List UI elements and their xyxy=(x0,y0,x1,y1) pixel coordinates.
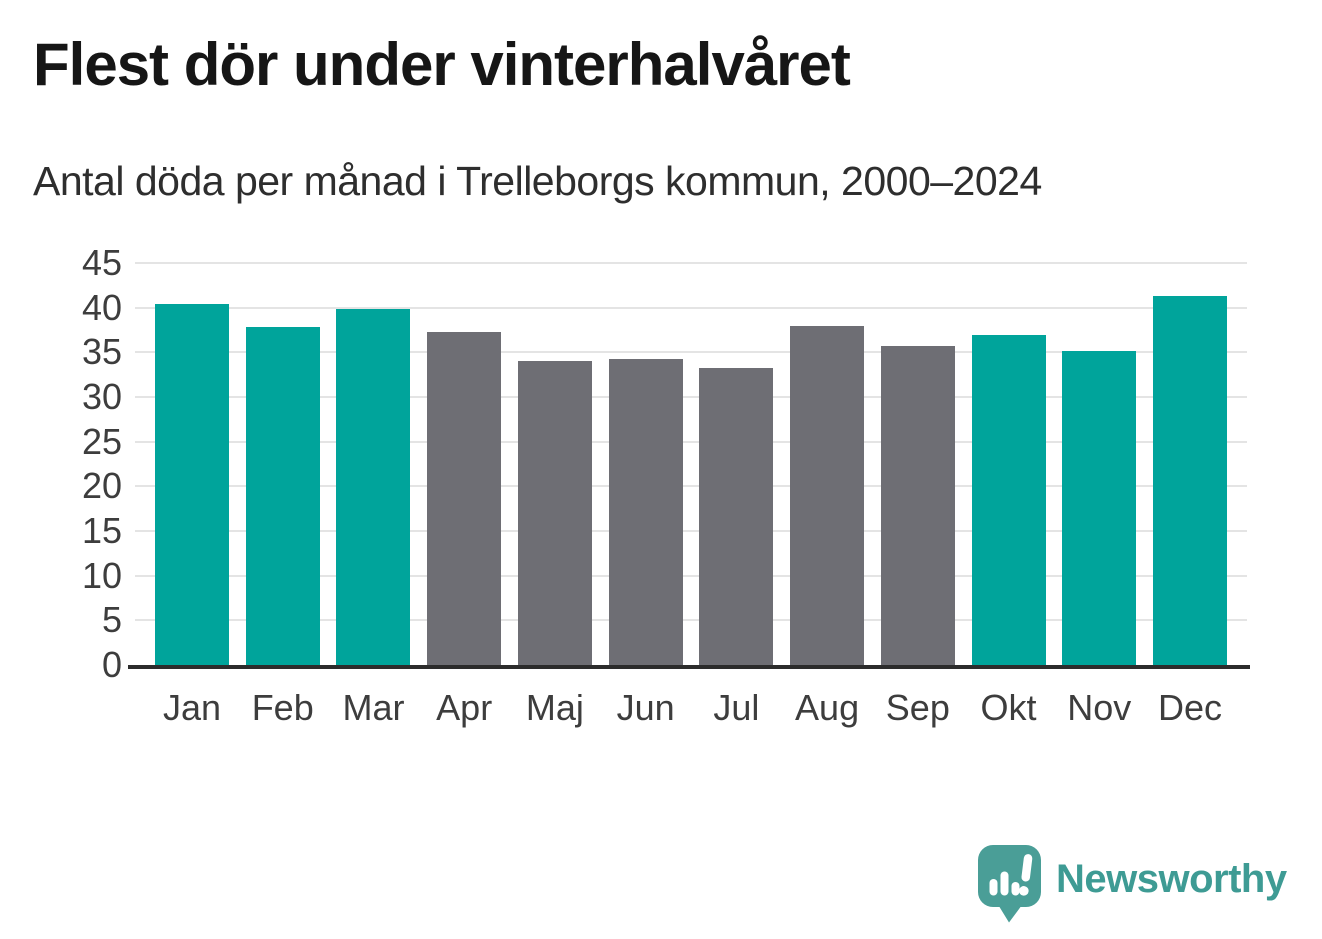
gridline-15 xyxy=(135,530,1247,532)
x-axis-line xyxy=(128,665,1250,669)
y-axis-tick-label: 40 xyxy=(81,286,122,328)
y-axis-tick-label: 35 xyxy=(81,331,122,373)
x-axis-tick-label: Jun xyxy=(616,687,675,728)
bar-dec xyxy=(1153,296,1227,665)
y-axis-tick-label: 0 xyxy=(101,644,122,685)
gridline-5 xyxy=(135,619,1247,622)
x-axis-tick-label: Jul xyxy=(713,687,760,728)
logo-exclamation xyxy=(1019,854,1033,896)
x-axis-tick-label: Feb xyxy=(251,687,314,728)
newsworthy-logo-text: Newsworthy xyxy=(1056,857,1287,901)
gridline-20 xyxy=(135,485,1247,488)
bar-aug xyxy=(790,326,865,665)
chart-title: Flest dör under vinterhalvåret xyxy=(33,31,851,98)
bar-jul xyxy=(699,367,774,665)
logo-bar-1 xyxy=(989,879,998,896)
gridline-45 xyxy=(135,262,1247,264)
gridline-25 xyxy=(135,440,1247,443)
gridline-35 xyxy=(135,351,1247,354)
x-axis-tick-label: Mar xyxy=(342,687,405,728)
y-axis-tick-label: 15 xyxy=(81,510,122,551)
bar-jan xyxy=(155,304,229,665)
y-axis-tick-label: 30 xyxy=(81,376,122,417)
x-axis-tick-label: Okt xyxy=(980,687,1037,728)
bar-sep xyxy=(880,346,955,665)
bar-mar xyxy=(336,308,411,665)
chart-subtitle: Antal döda per månad i Trelleborgs kommu… xyxy=(33,158,1042,204)
bar-apr xyxy=(427,331,502,665)
gridline-40 xyxy=(135,306,1247,309)
newsworthy-logo: Newsworthy xyxy=(978,845,1287,924)
x-axis-tick-label: Sep xyxy=(885,687,950,728)
x-axis-tick-label: Nov xyxy=(1067,687,1132,728)
x-axis-tick-label: Maj xyxy=(525,687,584,728)
y-axis-tick-label: 20 xyxy=(81,465,122,507)
x-axis-tick-label: Jan xyxy=(162,687,222,728)
logo-bar-3 xyxy=(1011,882,1020,896)
logo-bar-2 xyxy=(1000,871,1009,896)
gridline-30 xyxy=(135,396,1247,398)
newsworthy-logo-icon xyxy=(978,845,1041,923)
x-axis-tick-label: Aug xyxy=(795,687,860,728)
x-axis-tick-label: Dec xyxy=(1157,687,1223,728)
y-axis-tick-label: 25 xyxy=(81,420,122,462)
gridline-10 xyxy=(135,574,1247,577)
y-axis-tick-label: 10 xyxy=(81,554,122,596)
bar-jun xyxy=(608,359,683,665)
bar-maj xyxy=(517,361,592,665)
bar-nov xyxy=(1062,350,1137,665)
y-axis-tick-label: 5 xyxy=(101,599,122,641)
x-axis-tick-label: Apr xyxy=(436,687,493,728)
y-axis-tick-label: 45 xyxy=(81,242,122,283)
bar-feb xyxy=(245,327,320,665)
bar-okt xyxy=(971,335,1046,665)
